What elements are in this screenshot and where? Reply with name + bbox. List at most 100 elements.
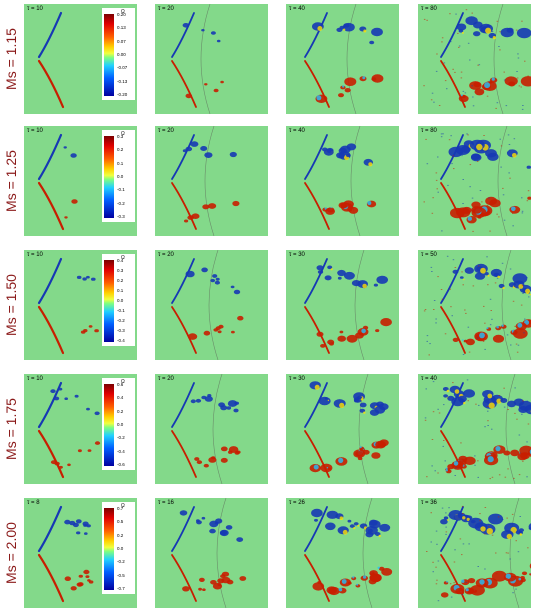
colorbar-tick: 0.3: [117, 134, 124, 139]
speckle: [505, 105, 508, 107]
speckle: [441, 507, 444, 509]
vortex-core: [519, 533, 523, 536]
vortex-negative: [468, 517, 484, 529]
speckle: [495, 573, 498, 575]
vortex-negative: [323, 148, 334, 156]
vortex-positive: [85, 575, 90, 578]
vortex-negative: [324, 275, 332, 281]
shock-front: [346, 4, 357, 114]
vortex-negative: [512, 273, 528, 284]
vortex-core: [487, 274, 490, 277]
vortex-positive: [362, 449, 370, 455]
speckle: [451, 315, 453, 317]
vortex-positive: [204, 83, 208, 86]
vortex-negative: [379, 523, 391, 532]
speckle: [455, 460, 458, 462]
vortex-negative: [316, 265, 324, 271]
vortex-positive: [492, 334, 505, 343]
vortex-core: [317, 26, 323, 31]
vortex-positive: [217, 583, 222, 587]
row-label: Ms = 1.50: [0, 250, 22, 360]
speckle: [486, 256, 488, 258]
vortex-positive: [187, 215, 194, 220]
speckle: [479, 520, 481, 522]
row-label: Ms = 1.25: [0, 126, 22, 236]
vorticity-panel: τ = 10 Ω 0.4 0.3 0.2 0.1 0.0 -0.1 -0.2 -0.3 -0.4: [24, 250, 137, 360]
vortex-sheet-negative: [171, 258, 195, 304]
speckle: [458, 45, 461, 47]
vortex-positive: [184, 219, 189, 223]
vorticity-field: [37, 381, 101, 479]
colorbar-tick: -0.3: [117, 214, 125, 219]
colorbar-tick: 0.7: [117, 506, 124, 511]
speckle: [503, 399, 506, 401]
speckle: [521, 108, 524, 110]
speckle: [491, 428, 493, 430]
speckle: [430, 512, 432, 514]
speckle: [464, 92, 467, 94]
speckle: [502, 194, 505, 196]
vortex-positive: [203, 463, 209, 468]
vortex-core: [341, 579, 347, 584]
speckle: [444, 80, 447, 82]
vortex-core: [362, 76, 366, 80]
vortex-core: [362, 283, 367, 289]
vortex-positive: [337, 335, 346, 342]
vortex-core: [480, 267, 486, 274]
time-label: τ = 8: [27, 500, 40, 506]
vortex-positive: [325, 207, 335, 215]
colorbar-symbol: Ω: [121, 255, 125, 261]
vortex-negative: [324, 397, 329, 400]
speckle: [467, 134, 469, 136]
vorticity-field: [37, 505, 94, 603]
speckle: [507, 134, 510, 136]
vortex-negative: [209, 528, 216, 534]
vortex-positive: [327, 467, 332, 470]
shock-front: [501, 250, 512, 360]
vortex-positive: [87, 449, 92, 452]
speckle: [505, 552, 508, 554]
speckle: [527, 423, 530, 425]
time-label: τ = 40: [289, 128, 305, 134]
vortex-core: [447, 519, 449, 521]
vortex-negative: [464, 267, 474, 274]
speckle: [449, 514, 451, 516]
vortex-positive: [221, 576, 231, 584]
vortex-positive: [465, 338, 475, 346]
colorbar-tick: 0.07: [117, 38, 126, 44]
speckle: [432, 411, 435, 413]
colorbar-tick: 0.2: [117, 408, 124, 414]
vortex-core: [511, 206, 516, 212]
vortex-core: [462, 339, 464, 341]
speckle: [519, 516, 521, 517]
vortex-negative: [369, 519, 378, 526]
speckle: [506, 334, 509, 336]
vortex-core: [479, 332, 485, 339]
vortex-core: [525, 288, 531, 294]
speckle: [461, 271, 463, 273]
colorbar-tick: -0.1: [117, 308, 125, 313]
speckle: [436, 188, 438, 190]
speckle: [508, 144, 511, 145]
speckle: [501, 262, 504, 264]
vortex-sheet-positive: [440, 430, 466, 478]
vorticity-field: [171, 4, 224, 114]
speckle: [435, 322, 437, 324]
vortex-negative: [343, 23, 350, 28]
vortex-negative: [201, 29, 205, 32]
vorticity-panel: τ = 30: [286, 374, 399, 484]
speckle: [490, 310, 492, 311]
vortex-negative: [318, 396, 331, 406]
vortex-positive: [320, 463, 333, 473]
speckle: [425, 138, 427, 140]
vortex-core: [497, 275, 500, 279]
speckle: [446, 255, 449, 257]
vortex-negative: [69, 520, 76, 526]
speckle: [506, 517, 508, 519]
speckle: [489, 324, 492, 326]
vortex-positive: [371, 452, 381, 459]
colorbar-tick: -0.2: [117, 200, 125, 206]
speckle: [512, 300, 515, 302]
vortex-core: [512, 153, 517, 158]
vortex-negative: [528, 523, 531, 531]
